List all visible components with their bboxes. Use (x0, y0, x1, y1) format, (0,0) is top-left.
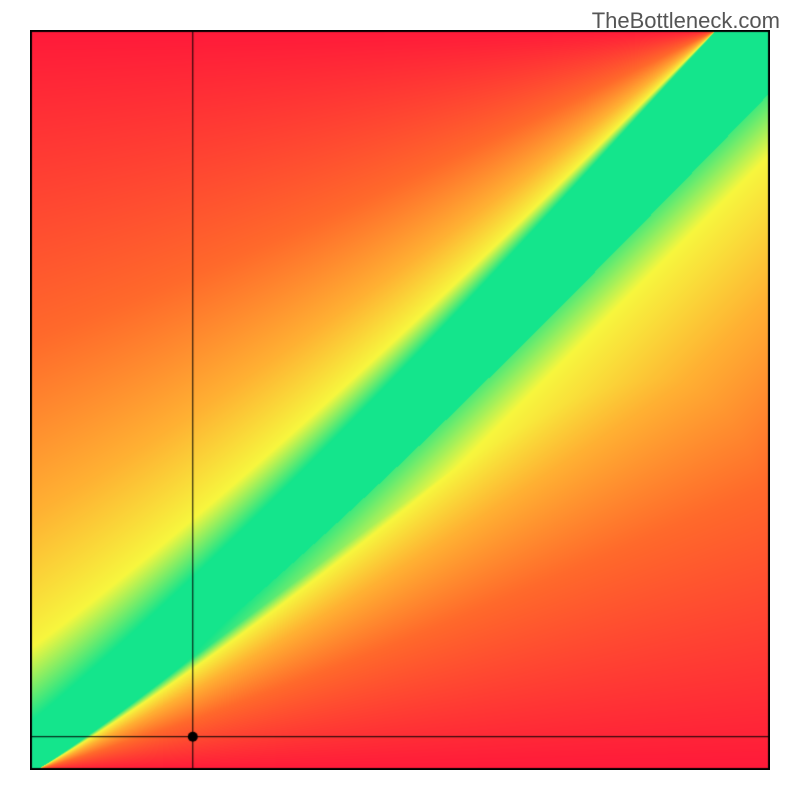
heatmap-canvas (30, 30, 770, 770)
watermark-text: TheBottleneck.com (592, 8, 780, 34)
bottleneck-heatmap (30, 30, 770, 770)
